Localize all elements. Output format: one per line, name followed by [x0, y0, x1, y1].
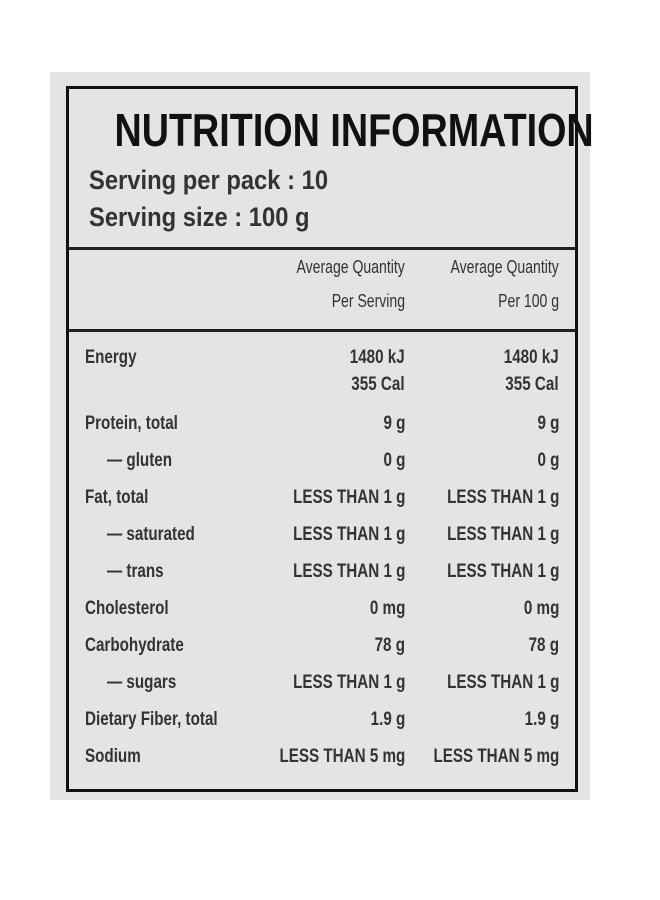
column-header: Per 100 g [498, 291, 559, 311]
cell-value: 1480 kJ [504, 347, 559, 368]
cell-value: 78 g [528, 635, 559, 656]
row-label: Carbohydrate [85, 635, 184, 656]
cell-value: LESS THAN 1 g [292, 524, 405, 545]
row-label: — gluten [107, 450, 173, 471]
row-label: — sugars [107, 672, 177, 693]
divider [69, 329, 575, 332]
cell-value: 0 mg [369, 598, 405, 619]
title: NUTRITION INFORMATION [114, 104, 594, 156]
divider [69, 247, 575, 250]
column-header: Average Quantity [296, 257, 405, 277]
row-label: Protein, total [85, 413, 178, 434]
row-label: Dietary Fiber, total [85, 709, 218, 730]
cell-value: 1480 kJ [350, 347, 405, 368]
cell-value: 9 g [537, 413, 559, 434]
serving-line: Serving per pack : 10 [89, 165, 329, 195]
cell-value: LESS THAN 1 g [446, 524, 559, 545]
cell-value: 1.9 g [370, 709, 405, 730]
cell-value: LESS THAN 1 g [446, 561, 559, 582]
cell-value: LESS THAN 1 g [292, 561, 405, 582]
label-background [50, 72, 590, 800]
cell-value: 9 g [383, 413, 405, 434]
cell-value: LESS THAN 5 mg [433, 746, 559, 767]
cell-value: 0 g [537, 450, 559, 471]
cell-value: 1.9 g [524, 709, 559, 730]
row-label: Cholesterol [85, 598, 169, 619]
cell-value: LESS THAN 5 mg [279, 746, 405, 767]
column-header: Per Serving [331, 291, 405, 311]
cell-value: LESS THAN 1 g [292, 487, 405, 508]
cell-value: 0 g [383, 450, 405, 471]
row-label: — trans [107, 561, 164, 582]
cell-value: 355 Cal [505, 374, 559, 395]
column-header: Average Quantity [450, 257, 559, 277]
row-label: — saturated [107, 524, 195, 545]
serving-line: Serving size : 100 g [89, 202, 310, 232]
cell-value: 355 Cal [351, 374, 405, 395]
cell-value: 0 mg [523, 598, 559, 619]
cell-value: LESS THAN 1 g [292, 672, 405, 693]
cell-value: LESS THAN 1 g [446, 672, 559, 693]
row-label: Energy [85, 347, 137, 368]
row-label: Fat, total [85, 487, 149, 508]
nutrition-panel: NUTRITION INFORMATION Serving per pack :… [66, 86, 594, 792]
cell-value: LESS THAN 1 g [446, 487, 559, 508]
cell-value: 78 g [374, 635, 405, 656]
row-label: Sodium [85, 746, 141, 767]
